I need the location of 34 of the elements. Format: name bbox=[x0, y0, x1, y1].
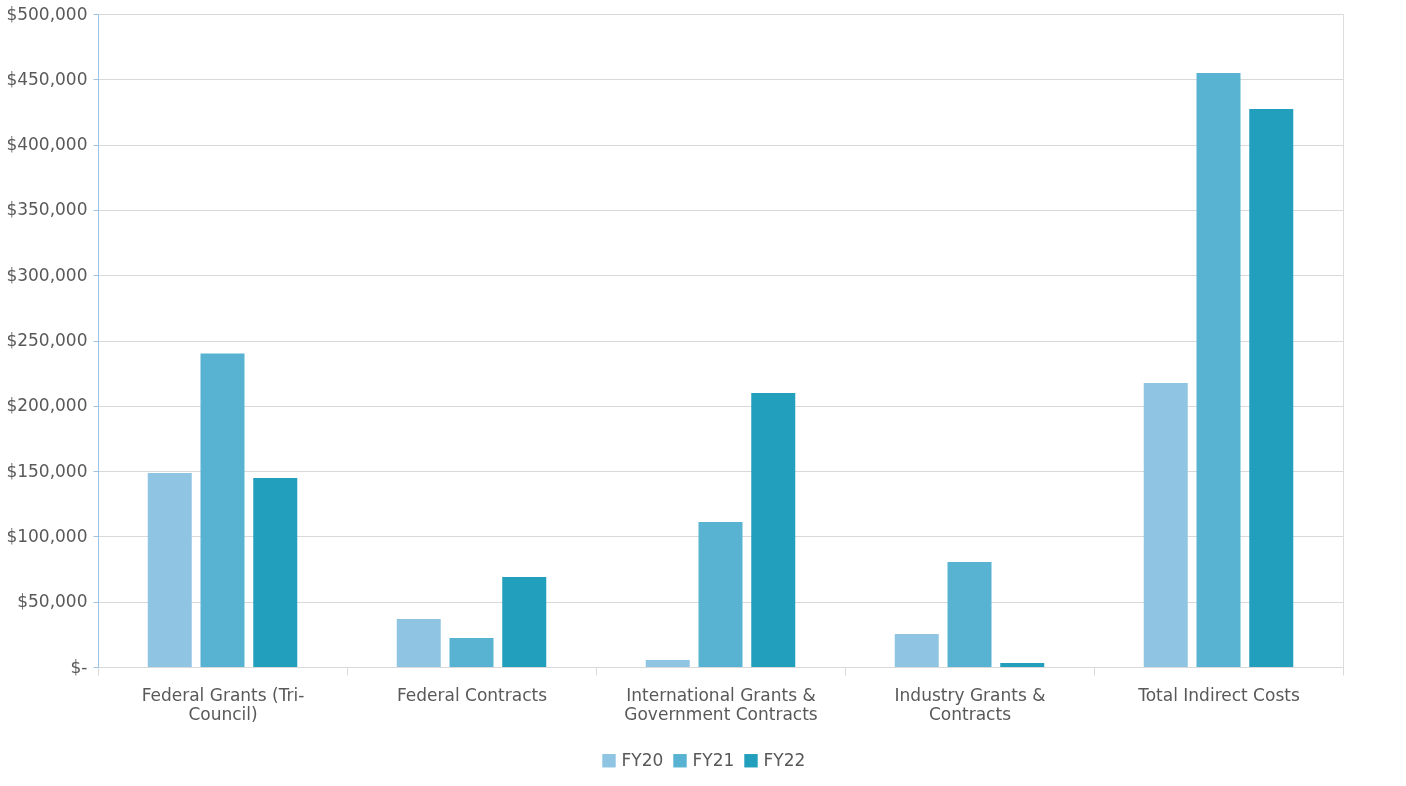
bar bbox=[449, 638, 494, 667]
bar bbox=[200, 353, 245, 667]
bar bbox=[698, 522, 743, 667]
bar bbox=[894, 633, 939, 667]
y-tick-label: $500,000 bbox=[6, 3, 88, 24]
y-tick-label: $50,000 bbox=[17, 591, 88, 612]
bar bbox=[253, 478, 298, 667]
x-tick-label: Federal Contracts bbox=[396, 684, 548, 705]
y-tick-label: $250,000 bbox=[6, 330, 88, 350]
bar bbox=[502, 577, 547, 667]
y-tick-label: $400,000 bbox=[6, 134, 88, 155]
y-tick-label: $- bbox=[70, 656, 88, 677]
bar bbox=[751, 393, 796, 667]
legend-label: FY22 bbox=[763, 749, 806, 770]
x-tick-label: Industry Grants & Contracts bbox=[894, 684, 1046, 724]
bar bbox=[1249, 108, 1294, 667]
bar bbox=[1000, 663, 1045, 667]
x-tick-label: Federal Grants (Tri- Council) bbox=[141, 684, 305, 724]
bar bbox=[1143, 382, 1188, 667]
y-tick-label: $300,000 bbox=[6, 264, 88, 285]
bar bbox=[1196, 73, 1241, 667]
bar bbox=[645, 659, 690, 667]
bar bbox=[396, 618, 441, 667]
y-tick-label: $200,000 bbox=[6, 395, 88, 416]
x-tick-label: Total Indirect Costs bbox=[1137, 684, 1300, 705]
y-tick-label: $100,000 bbox=[6, 525, 88, 546]
y-tick-label: $150,000 bbox=[6, 460, 88, 481]
bar bbox=[147, 473, 192, 667]
y-tick-label: $450,000 bbox=[6, 68, 88, 89]
legend-label: FY20 bbox=[621, 749, 664, 770]
legend-label: FY21 bbox=[692, 749, 735, 770]
y-tick-label: $350,000 bbox=[6, 199, 88, 220]
bar bbox=[947, 562, 992, 667]
x-tick-label: International Grants & Government Contracts bbox=[624, 684, 818, 724]
